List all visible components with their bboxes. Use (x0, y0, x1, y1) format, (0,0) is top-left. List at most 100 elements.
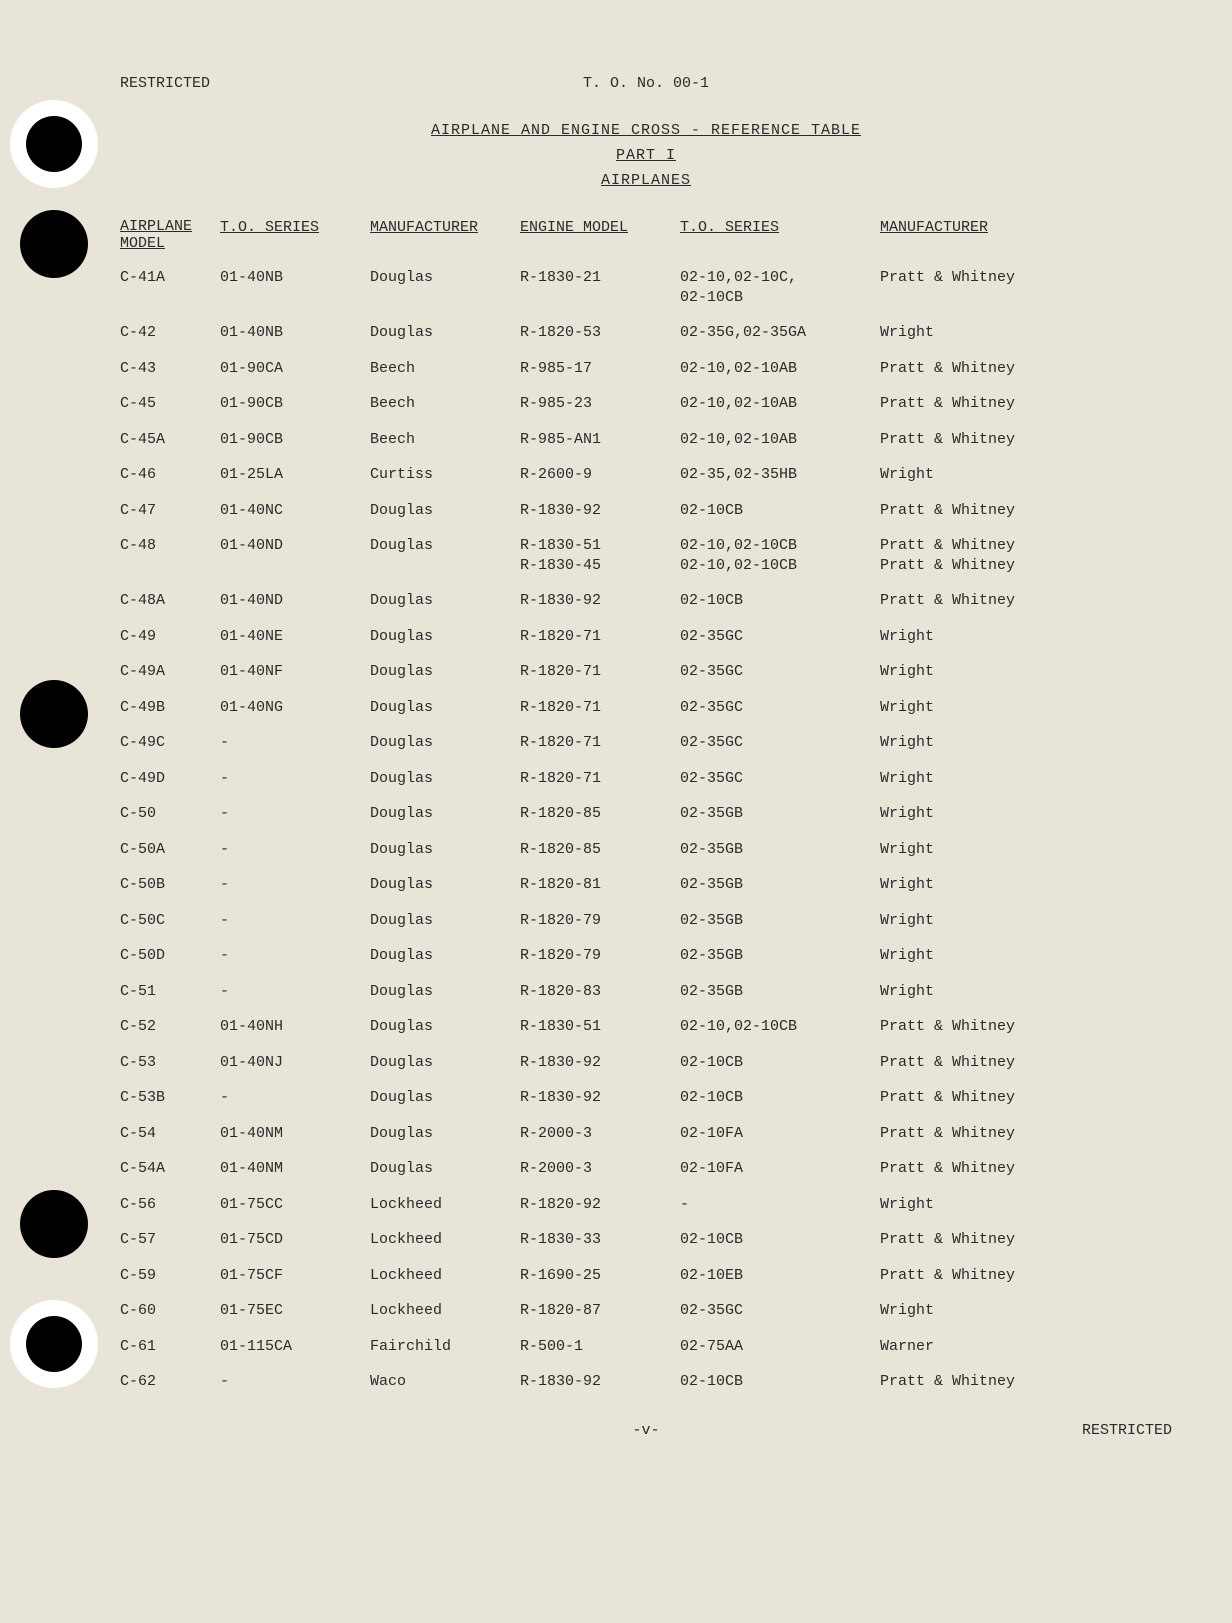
table-cell: 01-40ND (220, 591, 370, 611)
table-cell: 02-35GB (680, 946, 880, 966)
table-cell: Douglas (370, 1124, 520, 1144)
table-cell: C-42 (120, 323, 220, 343)
table-cell: Pratt & Whitney Pratt & Whitney (880, 536, 1080, 575)
table-cell: C-60 (120, 1301, 220, 1321)
table-cell: Pratt & Whitney (880, 394, 1080, 414)
table-cell: R-1830-33 (520, 1230, 680, 1250)
table-cell: C-54A (120, 1159, 220, 1179)
table-cell: Douglas (370, 268, 520, 307)
table-cell: C-50A (120, 840, 220, 860)
table-cell: 02-35GB (680, 911, 880, 931)
table-cell: R-1820-81 (520, 875, 680, 895)
table-row: C-48A01-40NDDouglasR-1830-9202-10CBPratt… (120, 591, 1172, 611)
table-cell: Pratt & Whitney (880, 359, 1080, 379)
table-cell: Pratt & Whitney (880, 1230, 1080, 1250)
col-header-to-series-2: T.O. SERIES (680, 219, 880, 252)
table-cell: Pratt & Whitney (880, 1124, 1080, 1144)
col-header-to-series-1: T.O. SERIES (220, 219, 370, 252)
table-row: C-4501-90CBBeechR-985-2302-10,02-10ABPra… (120, 394, 1172, 414)
table-cell: Lockheed (370, 1195, 520, 1215)
table-row: C-50-DouglasR-1820-8502-35GBWright (120, 804, 1172, 824)
table-cell: Wright (880, 698, 1080, 718)
table-cell: 01-40NG (220, 698, 370, 718)
table-cell: 02-10CB (680, 1088, 880, 1108)
table-cell: 01-40NH (220, 1017, 370, 1037)
table-row: C-49A01-40NFDouglasR-1820-7102-35GCWrigh… (120, 662, 1172, 682)
table-cell: 02-35GC (680, 1301, 880, 1321)
table-cell: 01-75CC (220, 1195, 370, 1215)
table-cell: Douglas (370, 1088, 520, 1108)
table-row: C-50A-DouglasR-1820-8502-35GBWright (120, 840, 1172, 860)
table-cell: 01-90CA (220, 359, 370, 379)
table-cell: 02-35,02-35HB (680, 465, 880, 485)
table-cell: Fairchild (370, 1337, 520, 1357)
table-cell: - (220, 982, 370, 1002)
table-cell: Douglas (370, 946, 520, 966)
table-cell: C-53 (120, 1053, 220, 1073)
table-cell: C-59 (120, 1266, 220, 1286)
table-cell: Douglas (370, 662, 520, 682)
table-cell: 02-10,02-10AB (680, 430, 880, 450)
table-cell: Pratt & Whitney (880, 1159, 1080, 1179)
table-cell: C-43 (120, 359, 220, 379)
table-cell: 02-35GB (680, 875, 880, 895)
table-cell: Douglas (370, 911, 520, 931)
table-cell: 01-40ND (220, 536, 370, 575)
table-cell: Wright (880, 627, 1080, 647)
table-cell: 02-35GC (680, 733, 880, 753)
table-cell: 02-10,02-10AB (680, 359, 880, 379)
table-cell: 01-40NE (220, 627, 370, 647)
header-row: RESTRICTED T. O. No. 00-1 (120, 75, 1172, 92)
table-cell: 02-35GB (680, 840, 880, 860)
table-cell: Wright (880, 733, 1080, 753)
table-cell: R-1820-79 (520, 946, 680, 966)
table-cell: Douglas (370, 982, 520, 1002)
table-cell: R-1820-71 (520, 733, 680, 753)
table-cell: C-56 (120, 1195, 220, 1215)
table-cell: 02-35GB (680, 804, 880, 824)
table-cell: C-62 (120, 1372, 220, 1392)
table-row: C-49C-DouglasR-1820-7102-35GCWright (120, 733, 1172, 753)
table-row: C-54A01-40NMDouglasR-2000-302-10FAPratt … (120, 1159, 1172, 1179)
table-cell: 01-75CD (220, 1230, 370, 1250)
table-cell: R-500-1 (520, 1337, 680, 1357)
table-body: C-41A01-40NBDouglasR-1830-2102-10,02-10C… (120, 268, 1172, 1392)
table-cell: 02-10EB (680, 1266, 880, 1286)
table-cell: 02-10,02-10AB (680, 394, 880, 414)
table-cell: 02-35GC (680, 769, 880, 789)
table-row: C-41A01-40NBDouglasR-1830-2102-10,02-10C… (120, 268, 1172, 307)
table-row: C-4301-90CABeechR-985-1702-10,02-10ABPra… (120, 359, 1172, 379)
table-cell: Warner (880, 1337, 1080, 1357)
table-cell: Douglas (370, 536, 520, 575)
table-row: C-5901-75CFLockheedR-1690-2502-10EBPratt… (120, 1266, 1172, 1286)
table-row: C-4601-25LACurtissR-2600-902-35,02-35HBW… (120, 465, 1172, 485)
table-cell: Beech (370, 359, 520, 379)
table-cell: C-49A (120, 662, 220, 682)
table-cell: Pratt & Whitney (880, 1053, 1080, 1073)
table-cell: Douglas (370, 769, 520, 789)
document-part: PART I (120, 147, 1172, 164)
table-cell: 01-40NC (220, 501, 370, 521)
table-cell: 02-10,02-10CB (680, 1017, 880, 1037)
table-cell: C-48A (120, 591, 220, 611)
table-cell: - (220, 804, 370, 824)
table-cell: Douglas (370, 591, 520, 611)
table-row: C-51-DouglasR-1820-8302-35GBWright (120, 982, 1172, 1002)
table-cell: R-1820-79 (520, 911, 680, 931)
table-cell: 01-40NF (220, 662, 370, 682)
table-cell: Wright (880, 804, 1080, 824)
table-row: C-6001-75ECLockheedR-1820-8702-35GCWrigh… (120, 1301, 1172, 1321)
table-cell: 02-35GC (680, 627, 880, 647)
table-cell: R-985-17 (520, 359, 680, 379)
table-cell: R-1830-92 (520, 591, 680, 611)
table-cell: R-1820-92 (520, 1195, 680, 1215)
table-cell: Wright (880, 840, 1080, 860)
table-row: C-6101-115CAFairchildR-500-102-75AAWarne… (120, 1337, 1172, 1357)
table-cell: C-50D (120, 946, 220, 966)
table-cell: 01-90CB (220, 394, 370, 414)
document-section: AIRPLANES (120, 172, 1172, 189)
table-row: C-50D-DouglasR-1820-7902-35GBWright (120, 946, 1172, 966)
table-row: C-49B01-40NGDouglasR-1820-7102-35GCWrigh… (120, 698, 1172, 718)
table-cell: Curtiss (370, 465, 520, 485)
col-header-manufacturer-2: MANUFACTURER (880, 219, 1080, 252)
